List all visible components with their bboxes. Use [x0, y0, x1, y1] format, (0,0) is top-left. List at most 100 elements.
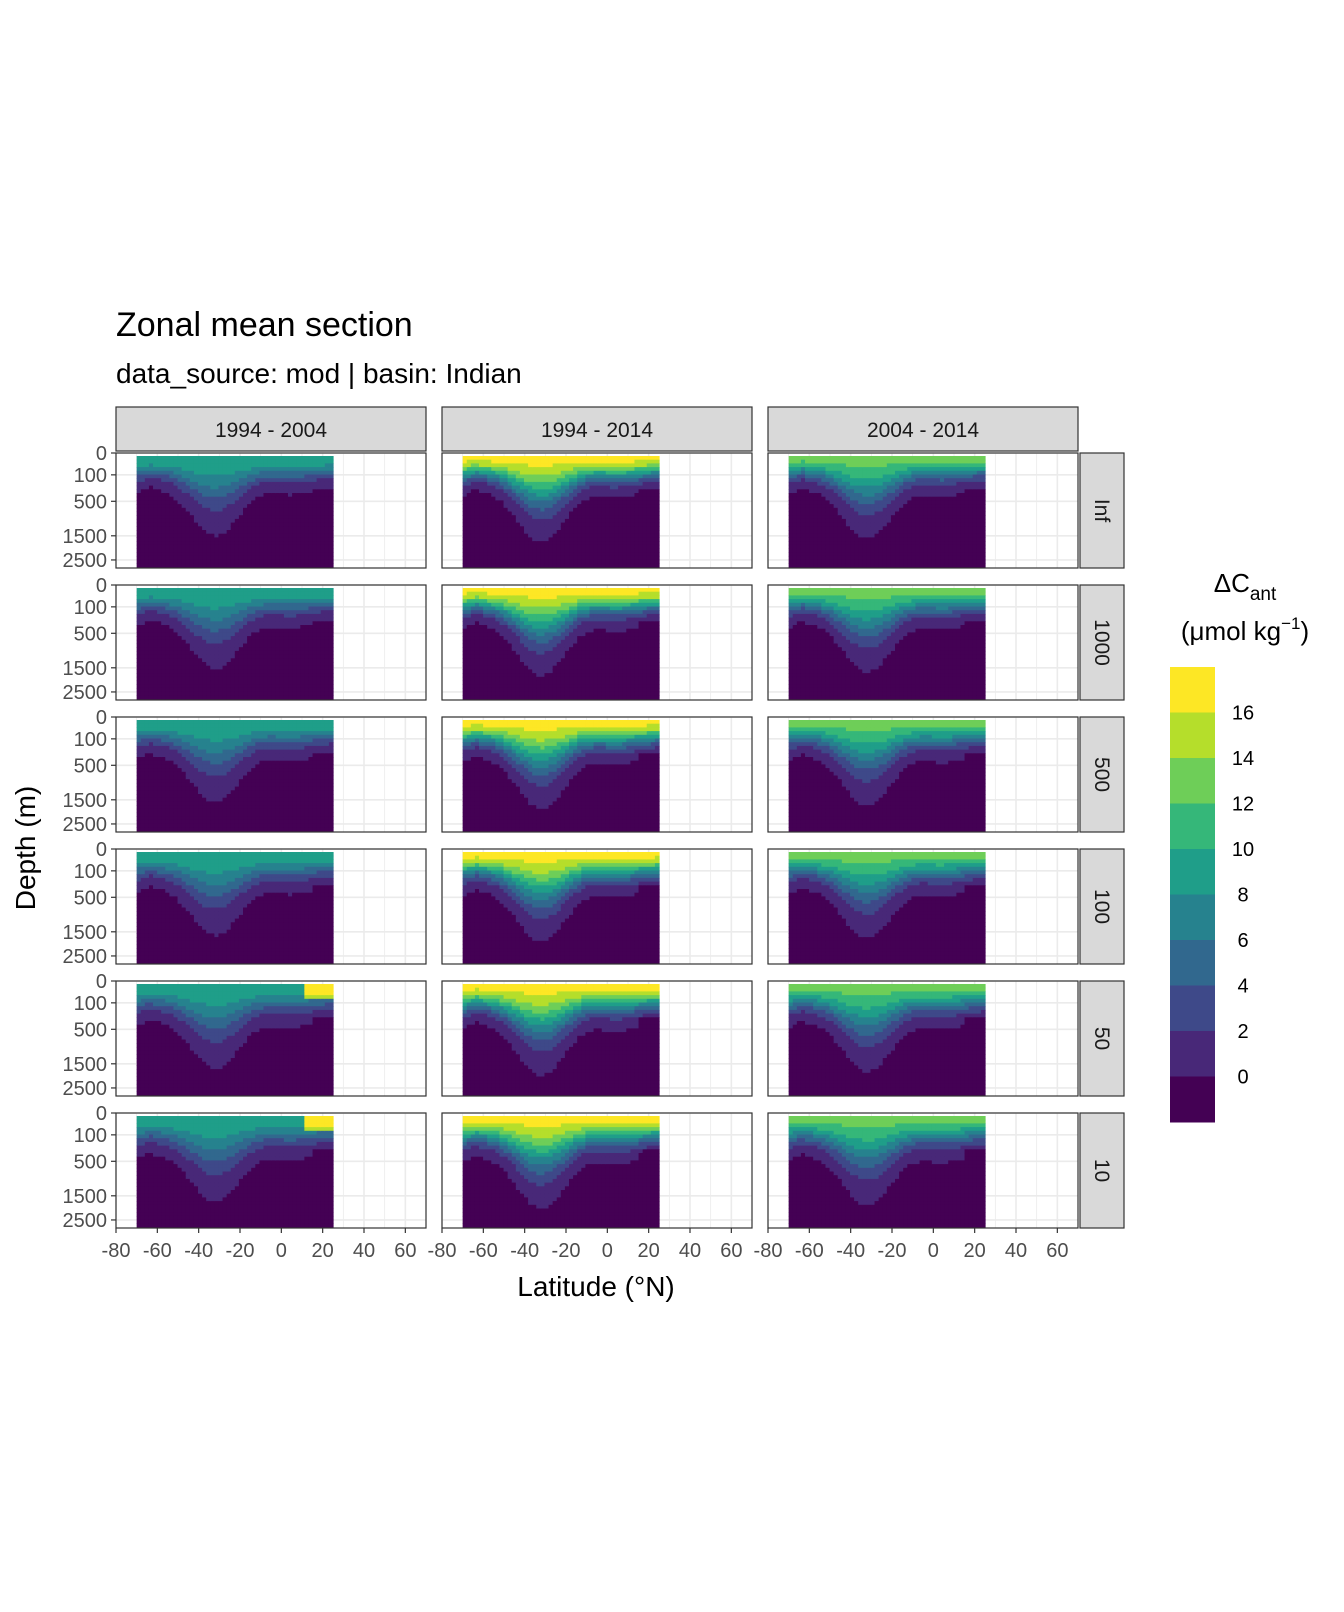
field-cell [178, 618, 183, 622]
field-cell [589, 526, 594, 530]
field-cell [259, 489, 264, 493]
field-cell [793, 523, 798, 527]
field-cell [899, 467, 904, 471]
field-cell [300, 537, 305, 541]
field-cell [870, 545, 875, 549]
field-cell [190, 677, 195, 681]
field-cell [866, 541, 871, 545]
field-cell [280, 467, 285, 471]
field-cell [214, 471, 219, 475]
field-cell [965, 475, 970, 479]
field-cell [153, 523, 158, 527]
field-cell [842, 552, 847, 556]
field-cell [809, 519, 814, 523]
field-cell [288, 519, 293, 523]
field-cell [610, 508, 615, 512]
field-cell [487, 545, 492, 549]
field-cell [243, 504, 248, 508]
field-cell [321, 560, 326, 564]
field-cell [479, 456, 484, 460]
field-cell [944, 549, 949, 553]
field-cell [977, 552, 982, 556]
field-cell [952, 534, 957, 538]
field-cell [182, 595, 187, 599]
field-cell [165, 489, 170, 493]
field-cell [577, 541, 582, 545]
field-cell [467, 552, 472, 556]
field-cell [206, 651, 211, 655]
field-cell [491, 541, 496, 545]
field-cell [907, 493, 912, 497]
field-cell [186, 530, 191, 534]
field-cell [887, 537, 892, 541]
field-cell [149, 508, 154, 512]
field-cell [284, 534, 289, 538]
field-cell [850, 526, 855, 530]
field-cell [194, 614, 199, 618]
field-cell [149, 655, 154, 659]
field-cell [182, 515, 187, 519]
field-cell [643, 489, 648, 493]
field-cell [292, 515, 297, 519]
field-cell [499, 463, 504, 467]
field-cell [251, 534, 256, 538]
field-cell [915, 560, 920, 564]
field-cell [573, 534, 578, 538]
field-cell [614, 482, 619, 486]
field-cell [854, 541, 859, 545]
field-cell [651, 504, 656, 508]
field-cell [214, 588, 219, 592]
field-cell [789, 500, 794, 504]
field-cell [161, 537, 166, 541]
field-cell [463, 552, 468, 556]
field-cell [854, 519, 859, 523]
field-cell [268, 526, 273, 530]
field-cell [145, 563, 150, 567]
field-cell [475, 519, 480, 523]
field-cell [296, 482, 301, 486]
field-cell [329, 512, 334, 516]
field-cell [618, 512, 623, 516]
field-cell [173, 456, 178, 460]
field-cell [793, 541, 798, 545]
field-cell [524, 456, 529, 460]
field-cell [313, 482, 318, 486]
field-cell [932, 493, 937, 497]
field-cell [157, 629, 162, 633]
field-cell [557, 519, 562, 523]
field-cell [858, 497, 863, 501]
field-cell [194, 526, 199, 530]
field-cell [186, 475, 191, 479]
field-cell [825, 475, 830, 479]
field-cell [875, 560, 880, 564]
field-cell [809, 556, 814, 560]
field-cell [830, 552, 835, 556]
field-cell [190, 519, 195, 523]
field-cell [304, 526, 309, 530]
field-cell [618, 519, 623, 523]
field-cell [173, 556, 178, 560]
field-cell [516, 500, 521, 504]
field-cell [173, 644, 178, 648]
field-cell [145, 688, 150, 692]
field-cell [255, 523, 260, 527]
field-cell [247, 549, 252, 553]
field-cell [186, 688, 191, 692]
field-cell [483, 541, 488, 545]
field-cell [169, 614, 174, 618]
field-cell [932, 486, 937, 490]
field-cell [178, 640, 183, 644]
field-cell [651, 523, 656, 527]
field-cell [817, 526, 822, 530]
field-cell [194, 688, 199, 692]
field-cell [491, 504, 496, 508]
field-cell [932, 460, 937, 464]
field-cell [630, 560, 635, 564]
field-cell [903, 471, 908, 475]
field-cell [499, 512, 504, 516]
field-cell [235, 460, 240, 464]
field-cell [907, 478, 912, 482]
field-cell [569, 556, 574, 560]
field-cell [817, 493, 822, 497]
field-cell [903, 486, 908, 490]
